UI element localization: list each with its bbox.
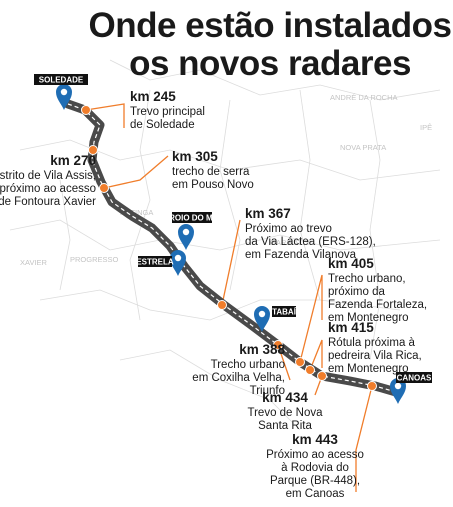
leader-line [103,155,169,189]
municipal-borders [9,59,441,431]
radar-km: km 367 [245,206,291,221]
radar-description: Triunfo [250,385,285,397]
radar-marker [88,145,98,155]
radar-description: próximo ao acesso [0,183,96,195]
radar-description: Próximo ao acesso [266,449,364,461]
radar-marker [99,183,109,193]
title-line: os novos radares [129,44,411,83]
radar-marker [367,381,377,391]
radar-description: Próximo ao trevo [245,223,332,235]
radar-description: Trevo principal [130,106,205,118]
map-label: GARIBALDI [270,238,310,247]
city-pin-hole [258,310,266,318]
radar-description: Trecho urbano [211,359,285,371]
radar-km: km 270 [50,153,96,168]
radar-description: distrito de Vila Assis, [0,170,96,182]
radar-description: Fazenda Fortaleza, [328,299,427,311]
radar-km: km 405 [328,256,374,271]
city-pin [56,84,72,110]
city-label: TABAÍ [272,308,297,317]
city-pin [170,250,186,276]
radar-marker [217,300,227,310]
leader-line [221,219,241,306]
city-pin [178,224,194,250]
city-label: SOLEDADE [39,76,84,85]
radar-marker [295,357,305,367]
map-label: NOVA PRATA [340,143,386,152]
radar-marker [305,365,315,375]
radar-km: km 415 [328,320,374,335]
radar-description: em Montenegro [328,312,409,324]
leader-line [309,339,323,371]
radar-marker [317,371,327,381]
map-label: PROGRESSO [70,255,119,264]
city-pin [390,378,406,404]
radar-km: km 388 [239,342,285,357]
radar-marker [273,340,283,350]
city-pin-hole [182,228,190,236]
radar-description: de Fontoura Xavier [0,196,96,208]
radar-description: Trevo de Nova [248,407,324,419]
leader-line [355,385,373,492]
radar-description: Rótula próxima à [328,337,416,349]
city-label: CANOAS [397,374,432,383]
city-label-box [34,74,88,85]
leader-line [85,103,125,128]
radar-km: km 245 [130,89,176,104]
radar-km: km 305 [172,149,218,164]
radar-marker [81,105,91,115]
radar-description: pedreira Vila Rica, [328,350,422,362]
radar-description: à Rodovia do [281,462,349,474]
leader-line [299,274,323,363]
radar-description: em Fazenda Vilanova [245,249,357,261]
radar-km: km 443 [292,432,338,447]
radar-description: trecho de serra [172,166,250,178]
city-label: ESTRELA [136,258,174,267]
radar-description: em Coxilha Velha, [192,372,285,384]
map-label: IPÊ [420,123,432,132]
city-label: ARROIO DO MEIO [158,214,227,223]
radar-description: Santa Rita [258,420,312,432]
radar-description: da Via Láctea (ERS-128), [245,236,376,248]
city-label-box [396,372,432,383]
city-label-box [272,306,296,317]
radar-description: Trecho urbano, [328,273,406,285]
city-pin-hole [60,88,68,96]
radar-description: em Pouso Novo [172,179,254,191]
city-label-box [138,256,172,267]
radar-description: de Soledade [130,119,195,131]
radar-description: em Montenegro [328,363,409,375]
map-label: ANDRÉ DA ROCHA [330,93,398,102]
map-label: XAVIER [20,258,48,267]
radar-km: km 434 [262,390,308,405]
map-label: PUTINGA [120,208,153,217]
city-label-box [172,212,212,223]
radar-description: Parque (BR-448), [270,475,360,487]
radar-description: próximo da [328,286,385,298]
city-pin [254,306,270,332]
radar-description: em Canoas [286,488,345,500]
city-pin-hole [394,382,402,390]
city-pin-hole [174,254,182,262]
title-line: Onde estão instalados [89,6,452,45]
